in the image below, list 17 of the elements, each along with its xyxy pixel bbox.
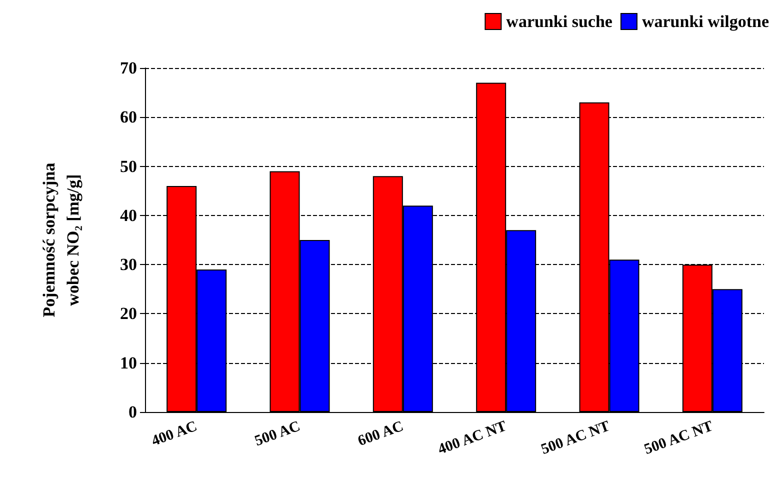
x-tick-label: 400 AC NT xyxy=(436,418,509,458)
legend-label: warunki wilgotne xyxy=(642,12,770,31)
y-tick-label: 30 xyxy=(120,255,137,274)
x-tick-label: 500 AC NT xyxy=(642,418,716,458)
x-tick-label: 400 AC xyxy=(150,418,200,450)
y-tick-label: 20 xyxy=(120,304,137,324)
x-tick-label: 500 AC NT xyxy=(539,418,612,458)
y-tick-label: 40 xyxy=(120,206,137,225)
y-tick-label: 70 xyxy=(120,58,137,78)
y-tick-label: 0 xyxy=(128,402,137,422)
x-tick-label: 600 AC xyxy=(356,418,406,450)
y-tick-label: 50 xyxy=(120,156,137,176)
x-tick-label: 500 AC xyxy=(252,418,302,450)
y-tick-label: 60 xyxy=(120,108,137,127)
y-tick-label: 10 xyxy=(120,353,137,372)
y-axis-title: Pojemność sorpcyjna wobec NO₂ [mg/g] xyxy=(40,162,82,318)
legend-label: warunki suche xyxy=(506,12,613,31)
